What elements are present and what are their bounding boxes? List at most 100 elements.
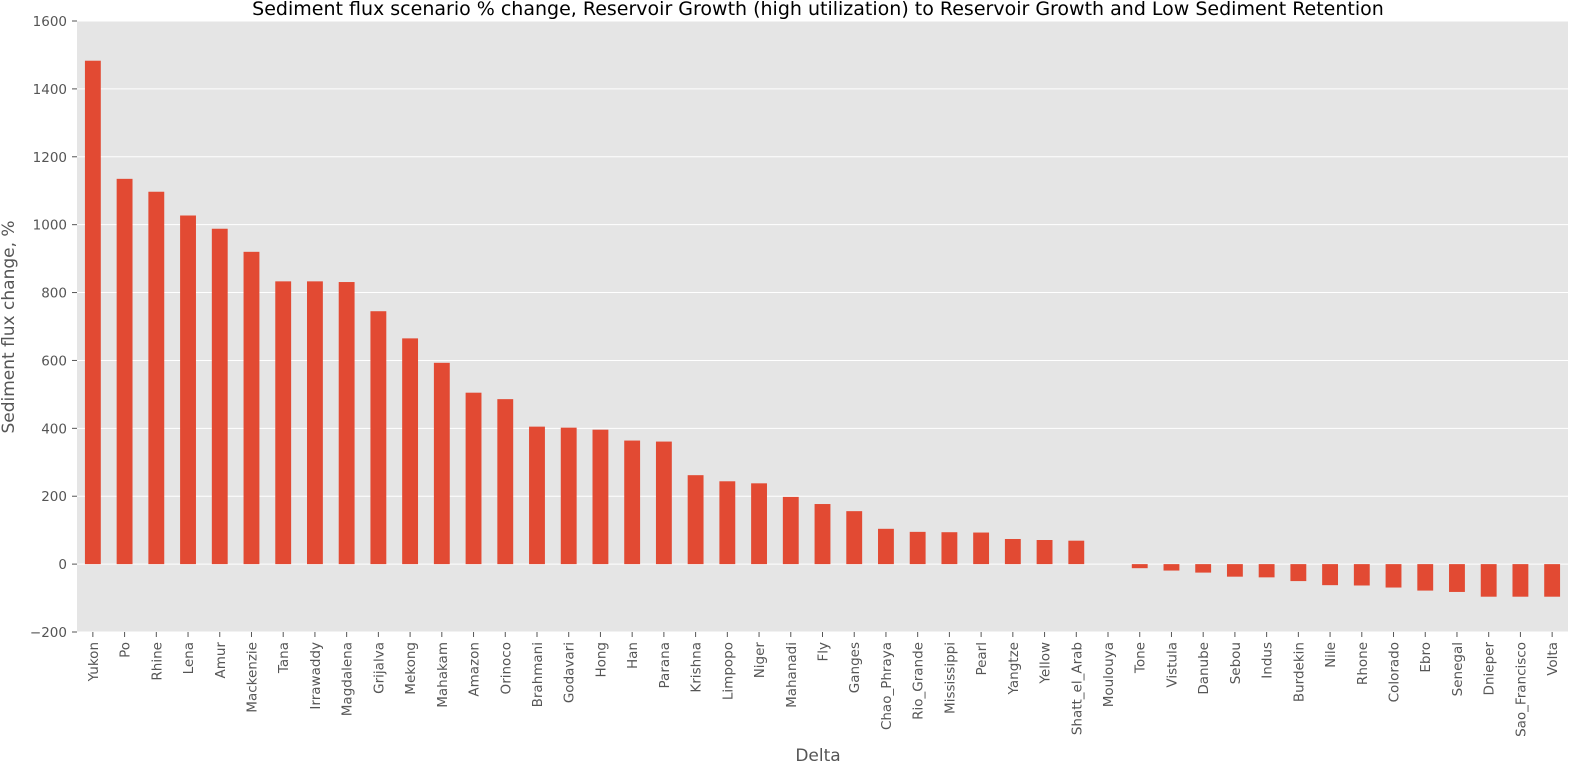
x-tick-label: Ganges xyxy=(847,642,863,693)
bar-irrawaddy xyxy=(306,281,323,565)
bar-chao-phraya xyxy=(878,528,894,565)
x-axis-ticks: Yukon Po Rhine Lena Amur Mackenzie Tana Irrawad… xyxy=(86,632,1561,737)
x-tick-label: Rhone xyxy=(1355,642,1371,685)
x-tick-label: Niger xyxy=(752,642,768,679)
x-tick-label: Parana xyxy=(657,642,673,688)
bar-rhine xyxy=(148,191,165,565)
y-tick-label: 0 xyxy=(58,557,67,573)
x-tick-label: Mekong xyxy=(403,642,419,695)
x-tick-label: Fly xyxy=(816,642,832,662)
bar-mekong xyxy=(402,338,419,565)
y-tick-label: 1000 xyxy=(33,218,67,234)
x-tick-label: Tone xyxy=(1133,642,1149,674)
bar-mahanadi xyxy=(782,496,799,565)
bar-krishna xyxy=(687,475,704,565)
x-tick-label: Lena xyxy=(181,642,197,674)
y-tick-label: −200 xyxy=(30,625,67,641)
x-tick-label: Brahmani xyxy=(530,642,546,707)
x-tick-label: Hong xyxy=(593,642,609,678)
x-tick-label: Pearl xyxy=(974,642,990,676)
bar-orinoco xyxy=(497,399,514,565)
bar-shatt-el-arab xyxy=(1068,540,1085,565)
x-tick-label: Rhine xyxy=(149,642,165,681)
x-tick-label: Burdekin xyxy=(1291,642,1307,702)
y-tick-label: 1400 xyxy=(33,82,67,98)
x-tick-label: Dnieper xyxy=(1482,642,1498,696)
bar-mackenzie xyxy=(243,251,260,565)
bar-yukon xyxy=(84,60,101,565)
x-tick-label: Magdalena xyxy=(340,642,356,716)
bar-sao-francisco xyxy=(1512,564,1529,597)
x-tick-label: Rio_Grande xyxy=(911,642,927,720)
x-tick-label: Han xyxy=(625,642,641,669)
x-tick-label: Mahakam xyxy=(435,642,451,708)
bar-hong xyxy=(592,429,609,565)
bar-yellow xyxy=(1036,540,1053,565)
bar-tana xyxy=(275,281,292,565)
y-tick-label: 800 xyxy=(41,286,67,302)
x-tick-label: Mackenzie xyxy=(244,642,260,713)
bar-magdalena xyxy=(338,282,355,565)
x-tick-label: Vistula xyxy=(1164,642,1180,688)
bar-niger xyxy=(751,483,767,565)
bar-rio-grande xyxy=(909,531,926,565)
chart-title: Sediment flux scenario % change, Reservo… xyxy=(252,0,1384,20)
x-axis-label: Delta xyxy=(795,746,840,766)
y-tick-label: 1200 xyxy=(33,150,67,166)
x-tick-label: Shatt_el_Arab xyxy=(1069,642,1085,735)
y-axis-ticks: −200 0 200 400 600 800 1000 1200 1400 1600 xyxy=(30,14,77,641)
x-tick-label: Grijalva xyxy=(371,642,387,694)
x-tick-label: Nile xyxy=(1323,642,1339,668)
bar-mississippi xyxy=(941,532,958,565)
x-tick-label: Moulouya xyxy=(1101,642,1117,707)
bar-po xyxy=(116,178,133,565)
x-tick-label: Yangtze xyxy=(1006,642,1022,695)
x-tick-label: Chao_Phraya xyxy=(879,642,895,730)
bar-tone xyxy=(1131,564,1148,569)
bar-burdekin xyxy=(1290,564,1307,582)
bar-dnieper xyxy=(1480,564,1497,597)
y-axis-label: Sediment flux change, % xyxy=(0,220,19,433)
bar-indus xyxy=(1258,564,1275,578)
bar-parana xyxy=(655,441,672,565)
bar-nile xyxy=(1322,564,1339,586)
bar-yangtze xyxy=(1004,538,1021,565)
x-tick-label: Ebro xyxy=(1418,642,1434,673)
bar-pearl xyxy=(973,532,990,565)
bar-han xyxy=(624,440,641,565)
x-tick-label: Senegal xyxy=(1450,642,1466,696)
bar-mahakam xyxy=(433,362,450,565)
bar-lena xyxy=(180,215,196,565)
bar-brahmani xyxy=(529,426,545,565)
bar-fly xyxy=(814,504,831,565)
x-tick-label: Yukon xyxy=(86,642,102,682)
bar-volta xyxy=(1544,564,1561,597)
x-tick-label: Tana xyxy=(276,642,292,674)
x-tick-label: Amur xyxy=(213,642,229,679)
x-tick-label: Krishna xyxy=(689,642,705,693)
bar-ebro xyxy=(1417,564,1434,591)
bar-colorado xyxy=(1385,564,1402,588)
x-tick-label: Colorado xyxy=(1387,642,1403,702)
x-tick-label: Orinoco xyxy=(498,642,514,694)
y-tick-label: 600 xyxy=(41,353,67,369)
bar-sebou xyxy=(1226,564,1243,577)
bar-rhone xyxy=(1353,564,1370,586)
bar-godavari xyxy=(560,427,577,565)
x-tick-label: Irrawaddy xyxy=(308,642,324,710)
x-tick-label: Volta xyxy=(1545,642,1561,676)
bar-amur xyxy=(211,228,228,565)
y-tick-label: 200 xyxy=(41,489,67,505)
y-tick-label: 1600 xyxy=(33,14,67,30)
bar-ganges xyxy=(846,511,863,565)
x-tick-label: Godavari xyxy=(562,642,578,703)
x-tick-label: Sebou xyxy=(1228,642,1244,684)
x-tick-label: Danube xyxy=(1196,642,1212,695)
bar-danube xyxy=(1195,564,1212,573)
bars xyxy=(84,60,1561,597)
bar-limpopo xyxy=(719,481,736,565)
x-tick-label: Limpopo xyxy=(720,642,736,700)
bar-senegal xyxy=(1449,564,1465,592)
x-tick-label: Amazon xyxy=(467,642,483,697)
